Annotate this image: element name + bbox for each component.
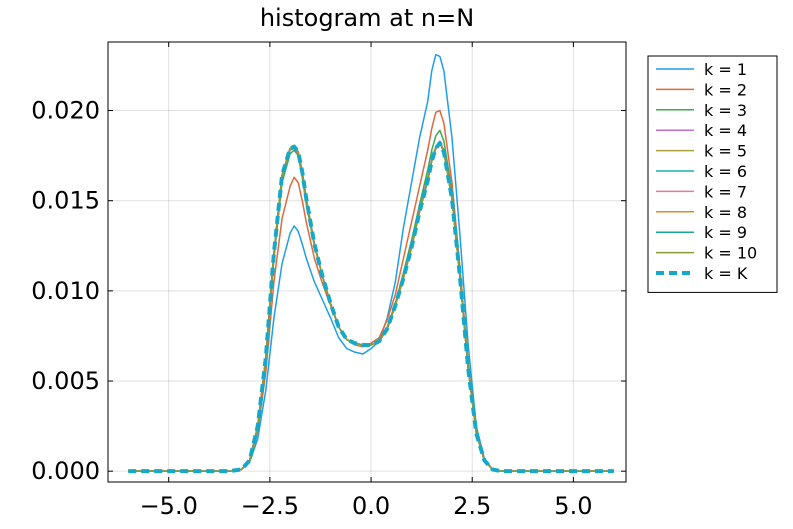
y-axis: 0.000 0.005 0.010 0.015 0.020	[31, 97, 626, 485]
series-line-k-k	[128, 140, 614, 474]
legend-label: k = 7	[704, 182, 747, 201]
legend-label: k = 4	[704, 121, 747, 140]
x-axis: −5.0 −2.5 0.0 2.5 5.0	[140, 42, 592, 520]
legend-label: k = 8	[704, 203, 747, 222]
x-tick-label: 5.0	[554, 492, 592, 520]
grid	[108, 42, 626, 482]
y-tick-label: 0.000	[31, 457, 100, 485]
legend-label: k = 9	[704, 223, 747, 242]
y-tick-label: 0.020	[31, 97, 100, 125]
legend-label: k = 5	[704, 142, 747, 161]
plot-area-frame	[107, 41, 627, 483]
legend-label: k = 1	[704, 60, 747, 79]
legend: k = 1k = 2 k = 3k = 4 k = 5k = 6k = 7 k = 8…	[647, 55, 778, 293]
y-tick-label: 0.005	[31, 367, 100, 395]
x-tick-label: −2.5	[241, 492, 299, 520]
x-tick-label: −5.0	[140, 492, 198, 520]
legend-label: k = 10	[704, 244, 757, 263]
legend-label: k = K	[704, 264, 748, 283]
x-tick-label: 0.0	[352, 492, 390, 520]
chart-title: histogram at n=N	[260, 4, 474, 32]
legend-label: k = 2	[704, 80, 747, 99]
legend-label: k = 3	[704, 101, 747, 120]
legend-label: k = 6	[704, 162, 747, 181]
series-layer	[128, 53, 614, 474]
x-tick-label: 2.5	[453, 492, 491, 520]
y-tick-label: 0.010	[31, 277, 100, 305]
y-tick-label: 0.015	[31, 187, 100, 215]
